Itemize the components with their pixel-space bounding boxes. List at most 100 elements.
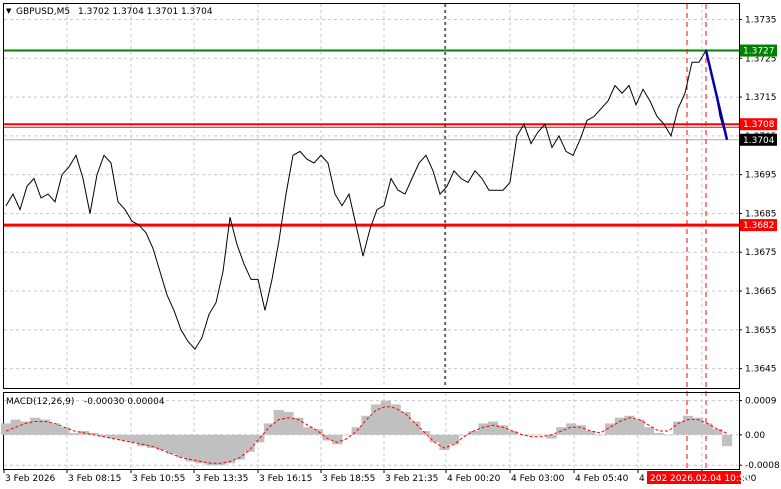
macd-histogram-bar — [605, 423, 616, 435]
level-badge-label: 1.3727 — [743, 47, 775, 57]
macd-histogram-bar — [624, 415, 635, 435]
projection-arrow-line — [704, 50, 729, 141]
macd-histogram-bar — [273, 410, 284, 435]
macd-tick-label: -0.0008 — [745, 461, 780, 471]
macd-histogram-bar — [702, 423, 713, 435]
macd-histogram-bar — [536, 434, 547, 436]
level-badge-label: 1.3682 — [743, 221, 775, 231]
macd-histogram-bar — [351, 427, 362, 435]
macd-tick-label: 0.00 — [745, 431, 765, 441]
level-badge-resistance — [740, 44, 777, 57]
macd-histogram-bar — [254, 434, 265, 443]
time-tick-label: 4 Feb 00:20 — [447, 474, 501, 484]
macd-histogram-bar — [88, 432, 99, 435]
macd-histogram-bar — [117, 434, 128, 441]
macd-histogram-bar — [147, 434, 158, 449]
macd-histogram-bar — [673, 421, 684, 435]
macd-histogram-bar — [0, 423, 12, 435]
macd-histogram-bar — [692, 417, 703, 435]
macd-histogram-bar — [390, 404, 401, 435]
macd-histogram-bar — [468, 431, 479, 435]
time-tick-label: 3 Feb 2026 — [5, 474, 56, 484]
macd-histogram-bar — [478, 423, 489, 435]
current-price-label: 1.3704 — [743, 136, 775, 146]
time-tick-label: 3 Feb 10:55 — [132, 474, 185, 484]
time-tick-label: 4 Feb 05:40 — [575, 474, 629, 484]
price-tick-label: 1.3685 — [745, 209, 777, 219]
macd-histogram-bar — [634, 419, 645, 435]
macd-histogram-bar — [682, 415, 694, 435]
price-tick-label: 1.3725 — [745, 54, 777, 64]
current-price-badge — [740, 133, 777, 146]
macd-histogram-bar — [546, 434, 557, 439]
macd-histogram-bar — [449, 434, 460, 445]
macd-histogram-bar — [439, 434, 450, 450]
symbol-dropdown-icon[interactable]: ▼ — [6, 7, 12, 15]
price-tick-label: 1.3655 — [745, 326, 777, 336]
time-tick-label: 3 Feb 21:35 — [385, 474, 438, 484]
macd-histogram-bar — [263, 423, 275, 435]
macd-values: -0.00030 0.00004 — [84, 397, 165, 407]
ohlc-values: 1.3702 1.3704 1.3701 1.3704 — [78, 7, 213, 17]
vertical-markers — [444, 4, 707, 469]
time-tick-label: 3 Feb 18:55 — [322, 474, 375, 484]
macd-histogram-bar — [663, 434, 674, 436]
macd-histogram-bar — [127, 434, 138, 443]
price-series-line — [5, 49, 728, 351]
macd-histogram-bar — [156, 434, 167, 450]
macd-histogram-bar — [312, 429, 323, 435]
time-tick-label: 3 Feb 16:15 — [259, 474, 312, 484]
macd-histogram-bar — [527, 434, 538, 436]
price-tick-label: 1.3715 — [745, 93, 777, 103]
macd-tick-label: 0.0009 — [745, 397, 777, 407]
macd-histogram-bar — [137, 434, 148, 447]
price-tick-label: 1.3675 — [745, 248, 777, 258]
macd-histogram — [0, 400, 733, 466]
macd-histogram-bar — [361, 415, 372, 435]
macd-histogram-bar — [721, 434, 733, 447]
macd-histogram-bar — [458, 434, 469, 436]
macd-histogram-bar — [585, 431, 596, 435]
macd-histogram-bar — [332, 434, 343, 445]
macd-histogram-bar — [176, 434, 187, 458]
price-panel-frame — [3, 3, 740, 389]
macd-histogram-bar — [595, 434, 606, 436]
macd-histogram-bar — [215, 434, 226, 466]
time-tick-label: 4 Feb 03:00 — [511, 474, 565, 484]
macd-histogram-bar — [30, 417, 41, 435]
level-badge-label: 1.3708 — [743, 120, 775, 130]
time-tick-label: 3 Feb 13:35 — [195, 474, 248, 484]
level-badge-entry — [740, 118, 777, 131]
price-tick-label: 1.3735 — [745, 16, 777, 26]
current-time-label: 202 2026.02.04 10:55 — [650, 474, 750, 484]
macd-histogram-bar — [643, 427, 655, 435]
current-time-badge — [647, 471, 741, 484]
price-tick-label: 1.3645 — [745, 365, 777, 375]
macd-histogram-bar — [244, 434, 255, 452]
macd-histogram-bar — [400, 412, 411, 435]
macd-histogram-bar — [39, 419, 51, 435]
macd-histogram-bar — [712, 429, 723, 435]
macd-histogram-bar — [108, 434, 119, 439]
price-axis-ticks: 1.37351.37251.37151.37051.36951.36851.36… — [739, 16, 777, 375]
macd-axis-ticks: 0.0009 0.00 -0.0008 — [739, 397, 780, 471]
macd-histogram-bar — [186, 434, 197, 462]
macd-histogram-bar — [195, 434, 206, 464]
macd-histogram-bar — [507, 431, 518, 435]
symbol-label: GBPUSD,M5 — [16, 7, 70, 17]
macd-histogram-bar — [497, 425, 508, 435]
macd-histogram-bar — [69, 432, 80, 435]
macd-histogram-bar — [205, 434, 216, 466]
macd-histogram-bar — [380, 400, 392, 435]
macd-histogram-bar — [59, 427, 70, 435]
macd-histogram-bar — [371, 404, 382, 435]
price-tick-label: 1.3695 — [745, 171, 777, 181]
macd-histogram-bar — [575, 425, 586, 435]
price-grid — [4, 4, 739, 388]
macd-histogram-bar — [302, 427, 314, 435]
macd-histogram-bar — [614, 417, 625, 435]
macd-histogram-bar — [20, 421, 31, 435]
macd-histogram-bar — [234, 434, 245, 460]
macd-histogram-bar — [341, 434, 353, 436]
